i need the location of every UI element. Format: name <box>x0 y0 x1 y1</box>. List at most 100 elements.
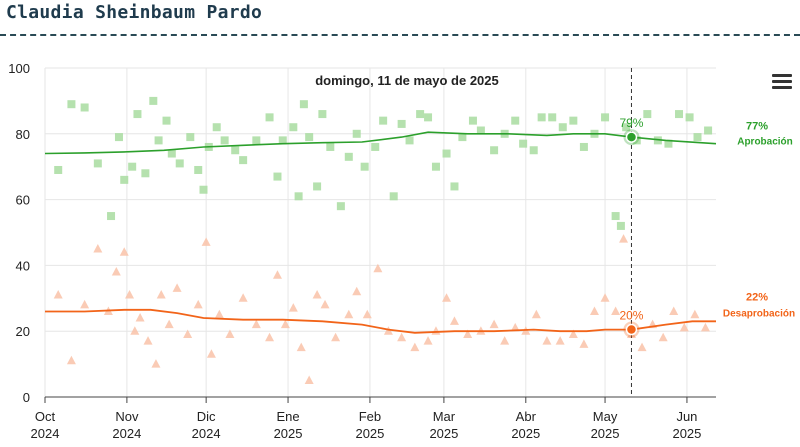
approval-poll-point <box>133 110 142 119</box>
x-tick-year: 2025 <box>591 426 620 441</box>
y-tick-label: 20 <box>16 324 30 339</box>
approval-poll-point <box>371 142 380 151</box>
disapproval-poll-point <box>312 290 322 299</box>
disapproval-poll-point <box>135 313 145 322</box>
points-layer <box>53 96 713 385</box>
approval-poll-point <box>154 136 163 145</box>
approval-poll-point <box>54 165 63 174</box>
approval-poll-point <box>67 100 76 109</box>
approval-poll-point <box>379 116 388 125</box>
approval-poll-point <box>220 136 229 145</box>
tooltip-date: domingo, 11 de mayo de 2025 <box>315 73 499 88</box>
disapproval-poll-point <box>679 322 689 332</box>
approval-poll-point <box>476 126 485 135</box>
disapproval-highlight-marker <box>625 323 638 336</box>
x-tick-year: 2025 <box>355 426 384 441</box>
approval-poll-point <box>601 113 610 122</box>
approval-poll-point <box>175 159 184 168</box>
disapproval-trend-line <box>45 308 716 334</box>
approval-poll-point <box>468 116 477 125</box>
disapproval-poll-point <box>397 332 407 342</box>
y-tick-label: 0 <box>23 390 30 405</box>
approval-poll-point <box>336 202 345 211</box>
approval-poll-point <box>360 162 369 171</box>
disapproval-poll-point <box>542 336 552 345</box>
disapproval-poll-point <box>53 290 63 299</box>
approval-poll-point <box>352 129 361 138</box>
approval-poll-point <box>548 113 557 122</box>
approval-poll-point <box>442 149 451 158</box>
approval-poll-point <box>431 162 440 171</box>
approval-poll-point <box>389 192 398 201</box>
disapproval-poll-point <box>568 329 578 338</box>
approval-poll-point <box>529 146 538 155</box>
x-tick-year: 2024 <box>112 426 141 441</box>
disapproval-poll-point <box>658 332 668 342</box>
hamburger-menu-icon[interactable] <box>772 74 792 92</box>
disapproval-poll-point <box>331 332 341 342</box>
approval-poll-point <box>273 172 282 181</box>
disapproval-poll-point <box>172 283 182 292</box>
approval-poll-point <box>632 136 641 145</box>
approval-end-value: 77% <box>746 121 768 133</box>
x-tick-month: Dic <box>197 409 216 424</box>
approval-poll-point <box>537 113 546 122</box>
approval-poll-point <box>289 123 298 132</box>
approval-poll-point <box>326 142 335 151</box>
approval-poll-point <box>643 110 652 119</box>
approval-poll-point <box>397 119 406 128</box>
approval-poll-point <box>405 136 414 145</box>
disapproval-poll-point <box>130 326 140 335</box>
approval-poll-point <box>693 133 702 142</box>
approval-poll-point <box>93 159 102 168</box>
disapproval-poll-point <box>296 342 306 352</box>
approval-end-name: Aprobación <box>737 137 793 148</box>
approval-poll-point <box>490 146 499 155</box>
x-tick-year: 2024 <box>192 426 221 441</box>
disapproval-poll-point <box>619 234 629 243</box>
x-tick-month: Nov <box>115 409 139 424</box>
y-tick-label: 100 <box>8 61 30 76</box>
approval-poll-point <box>685 113 694 122</box>
approval-poll-point <box>199 185 208 194</box>
disapproval-poll-point <box>449 316 459 325</box>
x-tick-month: Ene <box>276 409 299 424</box>
approval-poll-point <box>344 152 353 161</box>
approval-poll-point <box>231 146 240 155</box>
disapproval-poll-point <box>555 336 565 345</box>
title-divider <box>0 34 800 36</box>
approval-poll-point <box>107 212 116 221</box>
disapproval-poll-point <box>344 309 354 319</box>
disapproval-poll-point <box>637 342 647 352</box>
approval-highlight-marker <box>625 131 638 143</box>
disapproval-poll-point <box>156 290 166 299</box>
disapproval-poll-point <box>119 247 129 256</box>
disapproval-poll-point <box>700 322 710 332</box>
approval-poll-point <box>458 133 467 142</box>
approval-poll-point <box>416 110 425 119</box>
disapproval-poll-point <box>690 309 700 319</box>
approval-poll-point <box>265 113 274 122</box>
approval-poll-point <box>194 165 203 174</box>
disapproval-poll-point <box>151 359 161 368</box>
approval-poll-point <box>318 110 327 119</box>
approval-poll-point <box>424 113 433 122</box>
approval-poll-point <box>511 116 520 125</box>
disapproval-poll-point <box>225 329 235 338</box>
disapproval-end-name: Desaprobación <box>723 308 795 319</box>
approval-poll-point <box>450 182 459 191</box>
disapproval-poll-point <box>111 266 121 276</box>
x-tick-year: 2025 <box>511 426 540 441</box>
approval-poll-point <box>114 133 123 142</box>
approval-poll-point <box>162 116 171 125</box>
disapproval-poll-point <box>183 329 193 338</box>
disapproval-poll-point <box>280 319 290 329</box>
disapproval-poll-point <box>510 322 520 332</box>
approval-highlight-label: 79% <box>619 116 643 130</box>
approval-poll-point <box>579 142 588 151</box>
disapproval-poll-point <box>589 306 599 315</box>
trend-lines <box>44 131 717 334</box>
axis-layer: 0 20 40 60 80 100 Oct 2024 Nov 2024 Dic 2024 Ene 2025… <box>8 61 716 441</box>
approval-poll-point <box>252 136 261 145</box>
